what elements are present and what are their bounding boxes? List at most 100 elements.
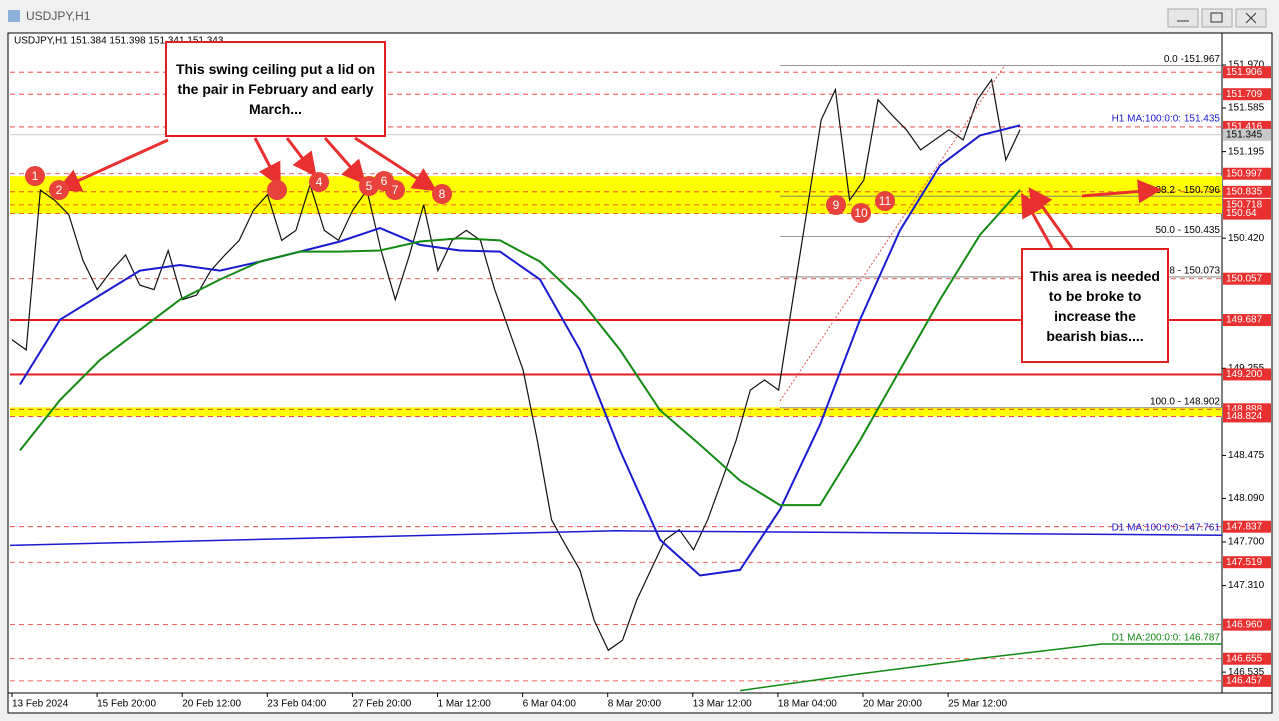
- price-label-box: [1223, 185, 1271, 198]
- swing-marker: [826, 195, 846, 215]
- swing-marker-label: 6: [381, 174, 388, 188]
- swing-marker-label: 7: [392, 183, 399, 197]
- swing-marker-label: 11: [879, 194, 892, 208]
- price-label-box: [1223, 66, 1271, 79]
- swing-marker: [385, 180, 405, 200]
- y-tick-label: 151.970: [1228, 60, 1265, 71]
- price-label: 147.519: [1226, 557, 1263, 568]
- x-tick-label: 27 Feb 20:00: [352, 699, 411, 710]
- moving-average: [19, 189, 1021, 507]
- price-line: [11, 78, 1021, 652]
- price-label: 150.057: [1226, 273, 1263, 284]
- price-label-box: [1223, 368, 1271, 381]
- ma-label: H1 MA:100:0:0: 151.435: [1112, 114, 1221, 125]
- swing-marker: [851, 203, 871, 223]
- fib-label: 100.0 - 148.902: [1150, 396, 1220, 407]
- price-label-box: [1223, 88, 1271, 101]
- x-tick-label: 15 Feb 20:00: [97, 699, 156, 710]
- price-label-box: [1223, 167, 1271, 180]
- fib-label: 50.0 - 150.435: [1156, 225, 1221, 236]
- fib-label: 0.0 -151.967: [1164, 54, 1221, 65]
- window-title: USDJPY,H1: [26, 9, 91, 23]
- y-tick-label: 148.090: [1228, 493, 1265, 504]
- price-label-box: [1223, 207, 1271, 220]
- price-label: 150.718: [1226, 200, 1263, 211]
- price-label-box: [1223, 272, 1271, 285]
- price-label: 147.837: [1226, 521, 1263, 532]
- annotation-box: This area is needed to be broke to incre…: [1021, 248, 1169, 363]
- price-label: 149.200: [1226, 369, 1263, 380]
- fib-label: .8 - 150.073: [1167, 266, 1221, 277]
- y-tick-label: 151.195: [1228, 146, 1265, 157]
- swing-marker-label: 1: [32, 169, 39, 183]
- x-tick-label: 20 Mar 20:00: [863, 699, 922, 710]
- swing-marker: [25, 166, 45, 186]
- x-tick-label: 18 Mar 04:00: [778, 699, 837, 710]
- swing-marker-label: 10: [854, 206, 868, 220]
- swing-marker: [49, 180, 69, 200]
- x-tick-label: 8 Mar 20:00: [608, 699, 662, 710]
- title-bar: [0, 0, 1279, 32]
- price-label-box: [1223, 556, 1271, 569]
- x-tick-label: 6 Mar 04:00: [523, 699, 577, 710]
- moving-average: [739, 643, 1222, 692]
- annotation-box: This swing ceiling put a lid on the pair…: [165, 41, 386, 137]
- minimize-button[interactable]: [1167, 8, 1199, 28]
- x-tick-label: 13 Feb 2024: [12, 699, 69, 710]
- y-tick-label: 149.255: [1228, 363, 1265, 374]
- swing-marker-label: 2: [56, 183, 63, 197]
- price-label: 146.960: [1226, 619, 1263, 630]
- price-label: 150.64: [1226, 208, 1257, 219]
- swing-marker-label: 5: [366, 179, 373, 193]
- moving-average: [9, 530, 1223, 547]
- swing-marker: [309, 172, 329, 192]
- price-label: 149.687: [1226, 315, 1263, 326]
- price-label-box: [1223, 120, 1271, 133]
- x-tick-label: 20 Feb 12:00: [182, 699, 241, 710]
- close-icon: [1245, 12, 1257, 24]
- price-label: 151.416: [1226, 122, 1263, 133]
- price-label-box: [1223, 674, 1271, 687]
- price-label-box: [1223, 652, 1271, 665]
- fib-trend-line: [779, 64, 1006, 402]
- swing-marker-label: 9: [833, 198, 840, 212]
- x-tick-label: 1 Mar 12:00: [438, 699, 492, 710]
- chart-area: [7, 32, 1273, 714]
- price-label-box: [1223, 410, 1271, 423]
- zone: [10, 407, 1222, 417]
- price-label: 150.835: [1226, 186, 1263, 197]
- swing-marker: [875, 191, 895, 211]
- price-label: 151.906: [1226, 67, 1263, 78]
- price-label: 151.709: [1226, 89, 1263, 100]
- y-tick-label: 151.585: [1228, 103, 1265, 114]
- y-tick-label: 147.700: [1228, 537, 1265, 548]
- swing-marker: [267, 180, 287, 200]
- price-label: 150.997: [1226, 168, 1263, 179]
- y-tick-label: 146.535: [1228, 667, 1265, 678]
- x-tick-label: 25 Mar 12:00: [948, 699, 1007, 710]
- price-label-box: [1223, 314, 1271, 327]
- fib-label: 38.2 - 150.796: [1156, 185, 1221, 196]
- y-tick-label: 147.310: [1228, 580, 1265, 591]
- ma-label: D1 MA:200:0:0: 146.787: [1112, 633, 1221, 644]
- maximize-button[interactable]: [1201, 8, 1233, 28]
- window-icon: [8, 10, 20, 22]
- price-label: 146.457: [1226, 675, 1263, 686]
- bid-box: [1223, 128, 1271, 141]
- price-label-box: [1223, 520, 1271, 533]
- x-tick-label: 13 Mar 12:00: [693, 699, 752, 710]
- y-tick-label: 148.475: [1228, 450, 1265, 461]
- y-tick-label: 150.420: [1228, 233, 1265, 244]
- moving-average: [19, 124, 1021, 577]
- price-label: 148.888: [1226, 404, 1263, 415]
- ma-label: D1 MA:100:0:0: 147.761: [1112, 523, 1221, 534]
- symbol-header: USDJPY,H1 151.384 151.398 151.341 151.34…: [14, 36, 224, 47]
- swing-marker-label: 4: [316, 175, 323, 189]
- price-label: 148.824: [1226, 411, 1263, 422]
- price-label-box: [1223, 618, 1271, 631]
- swing-marker-label: 8: [439, 187, 446, 201]
- x-tick-label: 23 Feb 04:00: [267, 699, 326, 710]
- price-label: 146.655: [1226, 653, 1263, 664]
